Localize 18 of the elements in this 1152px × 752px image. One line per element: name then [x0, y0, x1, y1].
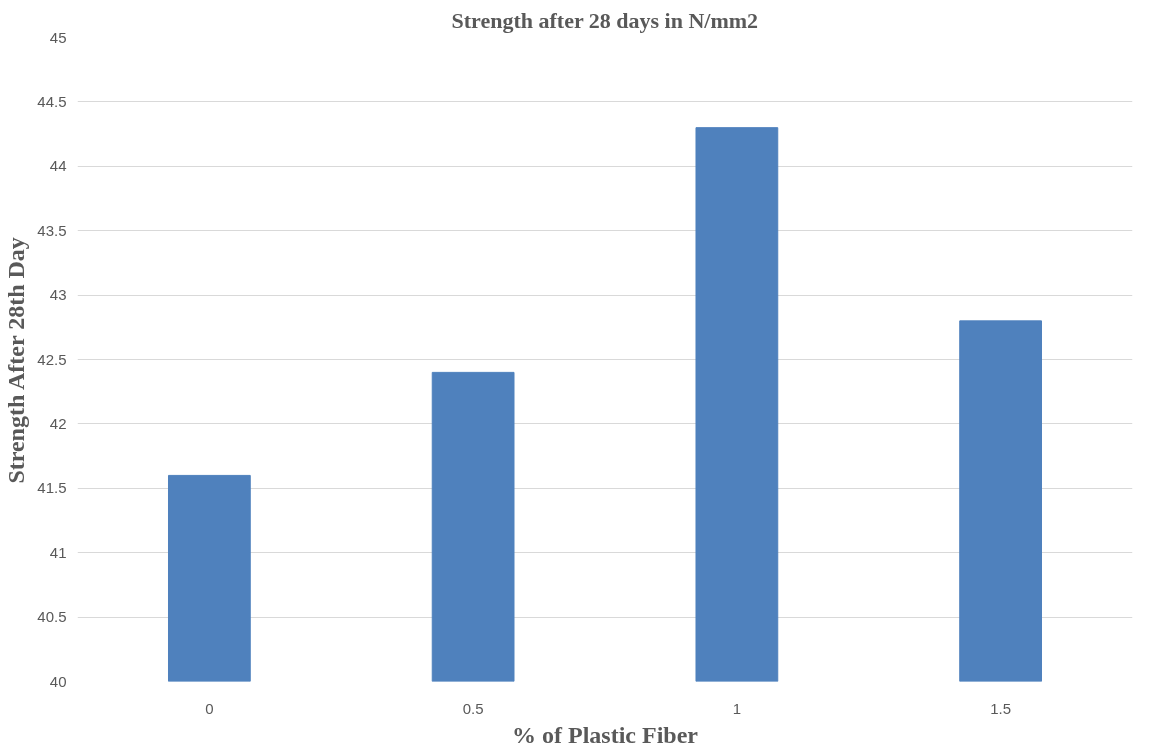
y-tick-label: 42 [49, 414, 67, 432]
y-tick-label: 43.5 [37, 221, 67, 239]
y-tick-label: 40.5 [37, 608, 67, 626]
y-tick-label: 40 [49, 672, 67, 690]
x-tick-label: 1 [732, 699, 742, 717]
y-axis-title: Strength After 28th Day [3, 237, 30, 484]
x-tick-label: 0 [205, 699, 214, 717]
x-axis-title: % of Plastic Fiber [512, 721, 699, 748]
y-tick-label: 44.5 [37, 92, 67, 110]
chart-title: Strength after 28 days in N/mm2 [451, 7, 759, 33]
x-tick-label: 0.5 [462, 699, 484, 717]
y-tick-label: 41.5 [37, 479, 67, 497]
y-tick-label: 44 [49, 157, 67, 175]
y-tick-label: 41 [49, 543, 67, 561]
y-tick-label: 42.5 [37, 350, 67, 368]
y-tick-label: 43 [49, 286, 67, 304]
y-tick-label: 45 [49, 28, 67, 46]
x-tick-label: 1.5 [990, 699, 1012, 717]
